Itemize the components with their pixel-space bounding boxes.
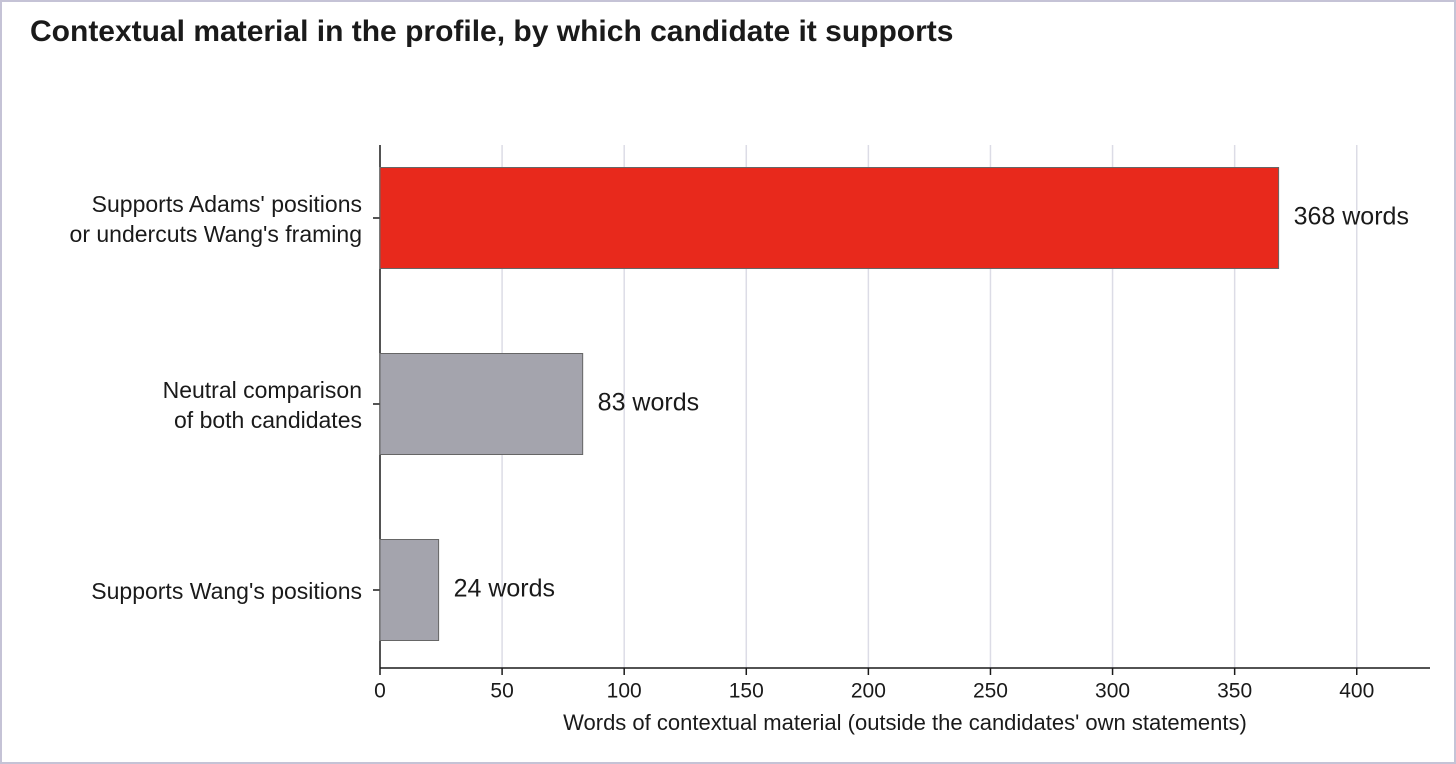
chart-title: Contextual material in the profile, by w… xyxy=(30,15,953,48)
x-tick-label: 300 xyxy=(1095,680,1130,703)
bar xyxy=(379,167,1280,269)
bar xyxy=(379,353,584,455)
x-tick-label: 350 xyxy=(1217,680,1252,703)
x-tick-label: 250 xyxy=(973,680,1008,703)
x-tick-label: 0 xyxy=(374,680,386,703)
y-tick-label: Supports Wang's positions xyxy=(91,578,362,604)
x-tick-label: 400 xyxy=(1339,680,1374,703)
value-label: 368 words xyxy=(1294,203,1409,231)
bar xyxy=(379,539,440,641)
x-tick-label: 200 xyxy=(851,680,886,703)
y-tick-label: Supports Adams' positions or undercuts Wa… xyxy=(70,191,362,247)
x-tick-label: 150 xyxy=(729,680,764,703)
value-label: 83 words xyxy=(598,389,699,417)
y-tick-label: Neutral comparison of both candidates xyxy=(163,377,362,433)
x-tick-label: 100 xyxy=(607,680,642,703)
value-label: 24 words xyxy=(454,575,555,603)
x-tick-label: 50 xyxy=(490,680,513,703)
x-axis-label: Words of contextual material (outside th… xyxy=(563,710,1247,735)
